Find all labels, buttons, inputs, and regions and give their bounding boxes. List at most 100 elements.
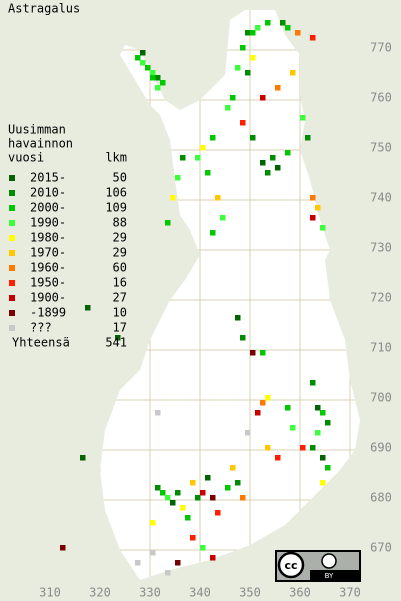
occurrence-square	[175, 175, 181, 181]
occurrence-square	[315, 430, 321, 436]
legend-swatch	[9, 235, 15, 241]
legend-count: 109	[105, 201, 127, 215]
occurrence-square	[220, 215, 226, 221]
occurrence-square	[150, 75, 156, 81]
occurrence-square	[150, 550, 156, 556]
occurrence-square	[210, 230, 216, 236]
occurrence-square	[310, 445, 316, 451]
occurrence-square	[310, 215, 316, 221]
occurrence-square	[265, 170, 271, 176]
x-tick-label: 340	[189, 586, 211, 600]
occurrence-square	[195, 495, 201, 501]
y-tick-label: 700	[370, 391, 392, 405]
occurrence-square	[255, 410, 261, 416]
legend-heading: Uusimman	[8, 123, 66, 137]
x-tick-label: 330	[139, 586, 161, 600]
occurrence-square	[290, 425, 296, 431]
occurrence-square	[230, 465, 236, 471]
occurrence-square	[160, 80, 166, 86]
cc-text: cc	[284, 559, 297, 572]
occurrence-square	[250, 30, 256, 36]
badge-strip	[310, 570, 359, 580]
title: Astragalus	[8, 2, 80, 16]
occurrence-square	[200, 545, 206, 551]
occurrence-square	[235, 315, 241, 321]
legend-heading: havainnon	[8, 137, 73, 151]
occurrence-square	[180, 155, 186, 161]
occurrence-square	[310, 35, 316, 41]
occurrence-square	[305, 135, 311, 141]
occurrence-square	[210, 495, 216, 501]
legend-swatch	[9, 190, 15, 196]
occurrence-square	[245, 70, 251, 76]
occurrence-square	[175, 490, 181, 496]
occurrence-square	[320, 225, 326, 231]
occurrence-square	[250, 350, 256, 356]
occurrence-square	[295, 30, 301, 36]
occurrence-square	[280, 20, 286, 26]
legend-count: 27	[113, 291, 127, 305]
occurrence-square	[190, 480, 196, 486]
occurrence-square	[300, 445, 306, 451]
occurrence-square	[205, 475, 211, 481]
occurrence-square	[215, 195, 221, 201]
occurrence-square	[285, 150, 291, 156]
x-tick-label: 310	[39, 586, 61, 600]
legend-label: 2000-	[30, 201, 66, 215]
y-tick-label: 770	[370, 41, 392, 55]
occurrence-square	[155, 85, 161, 91]
y-tick-label: 750	[370, 141, 392, 155]
occurrence-square	[240, 45, 246, 51]
x-tick-label: 350	[239, 586, 261, 600]
occurrence-square	[290, 70, 296, 76]
occurrence-square	[240, 335, 246, 341]
occurrence-square	[155, 410, 161, 416]
occurrence-square	[240, 495, 246, 501]
y-tick-label: 740	[370, 191, 392, 205]
occurrence-square	[150, 70, 156, 76]
occurrence-square	[225, 105, 231, 111]
legend-count: 60	[113, 261, 127, 275]
occurrence-square	[255, 25, 261, 31]
occurrence-square	[180, 505, 186, 511]
occurrence-square	[195, 155, 201, 161]
legend-count: 29	[113, 246, 127, 260]
occurrence-square	[190, 535, 196, 541]
occurrence-square	[250, 135, 256, 141]
occurrence-square	[155, 75, 161, 81]
y-tick-label: 670	[370, 541, 392, 555]
occurrence-square	[115, 335, 121, 341]
occurrence-square	[315, 205, 321, 211]
occurrence-square	[175, 560, 181, 566]
x-tick-label: 370	[339, 586, 361, 600]
legend-label: -1899	[30, 306, 66, 320]
license-badge: cc BY	[275, 550, 361, 582]
occurrence-square	[260, 350, 266, 356]
legend-label: 1980-	[30, 231, 66, 245]
occurrence-square	[320, 480, 326, 486]
occurrence-square	[60, 545, 66, 551]
occurrence-square	[140, 50, 146, 56]
occurrence-square	[200, 490, 206, 496]
legend-swatch	[9, 295, 15, 301]
legend-heading: vuosi	[8, 151, 44, 165]
occurrence-square	[135, 560, 141, 566]
occurrence-square	[225, 485, 231, 491]
by-text: BY	[325, 572, 334, 580]
occurrence-square	[320, 455, 326, 461]
legend-swatch	[9, 310, 15, 316]
legend-label: 1970-	[30, 246, 66, 260]
legend-label: 1900-	[30, 291, 66, 305]
occurrence-square	[325, 420, 331, 426]
occurrence-square	[285, 405, 291, 411]
occurrence-square	[80, 455, 86, 461]
y-tick-label: 690	[370, 441, 392, 455]
occurrence-square	[165, 570, 171, 576]
x-tick-label: 360	[289, 586, 311, 600]
occurrence-square	[235, 65, 241, 71]
legend-label: ???	[30, 321, 52, 335]
y-tick-label: 720	[370, 291, 392, 305]
occurrence-square	[275, 85, 281, 91]
